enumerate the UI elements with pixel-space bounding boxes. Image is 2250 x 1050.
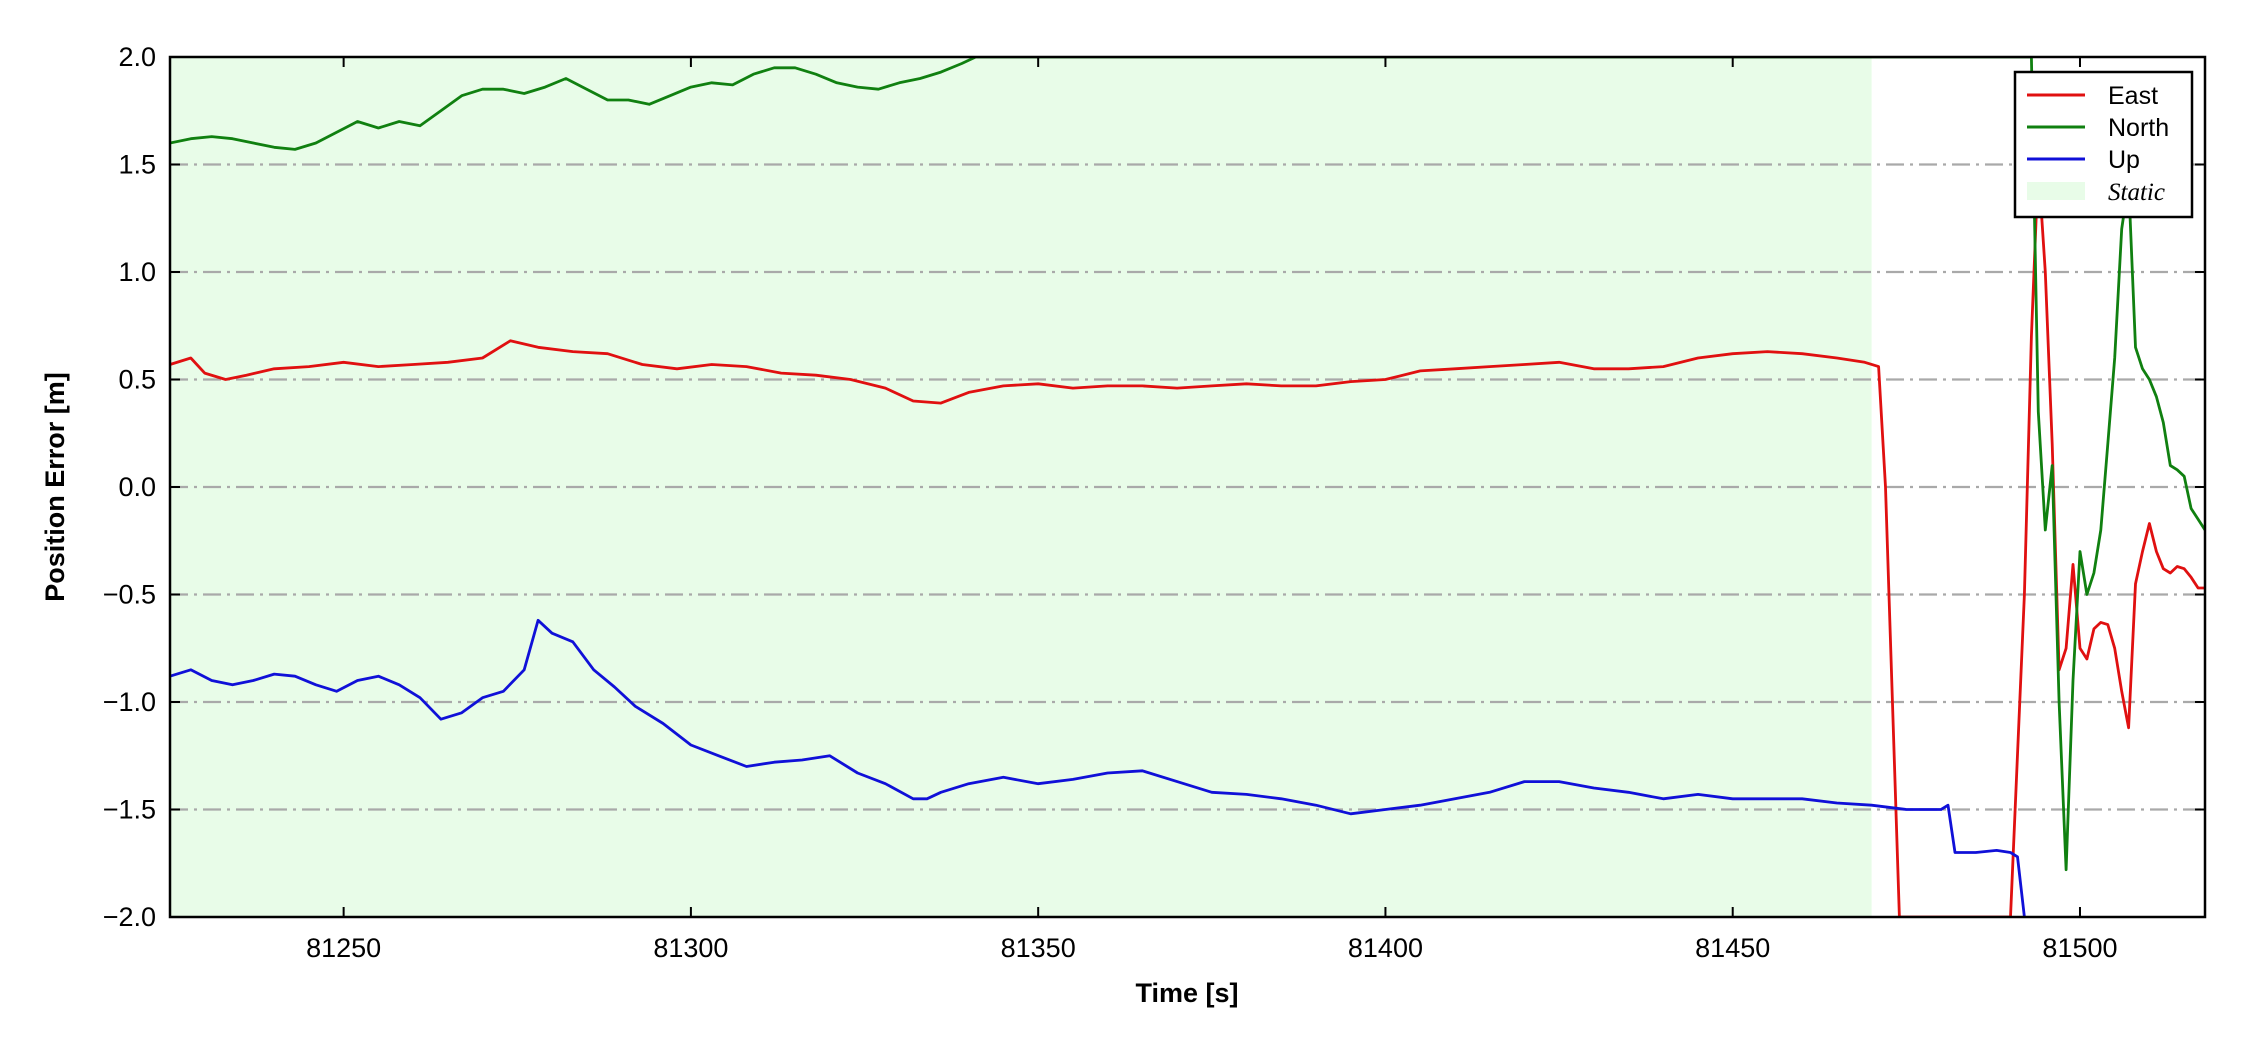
legend-label-up: Up [2108,146,2140,174]
series-line-up [170,618,2026,917]
x-tick-label: 81250 [306,933,381,963]
y-tick-label: −1.5 [103,795,156,825]
x-axis-title: Time [s] [1135,978,1238,1008]
legend: East North Up Static [2013,70,2194,219]
x-tick-label: 81400 [1348,933,1423,963]
x-tick-label: 81350 [1001,933,1076,963]
legend-label-east: East [2108,82,2158,110]
y-tick-label: 1.0 [118,257,156,287]
legend-label-north: North [2108,114,2169,142]
y-tick-label: −2.0 [103,902,156,932]
y-tick-label: −0.5 [103,580,156,610]
series-line-east [170,163,2205,917]
x-tick-label: 81450 [1695,933,1770,963]
y-axis-title: Position Error [m] [40,372,70,602]
y-tick-label: 2.0 [118,42,156,72]
x-tick-label: 81300 [653,933,728,963]
x-tick-label: 81500 [2042,933,2117,963]
y-tick-label: 0.0 [118,472,156,502]
legend-swatch-static [2027,182,2085,200]
y-tick-label: 0.5 [118,365,156,395]
legend-label-static: Static [2108,179,2165,206]
y-tick-label: −1.0 [103,687,156,717]
y-tick-label: 1.5 [118,150,156,180]
